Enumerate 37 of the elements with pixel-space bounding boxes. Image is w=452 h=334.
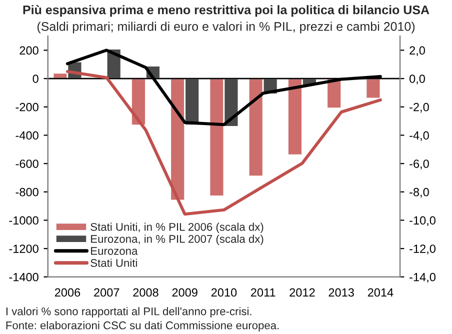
x-tick-label: 2006 <box>54 288 80 297</box>
legend-label: Eurozona, in % PIL 2007 (scala dx) <box>91 234 264 246</box>
y-tick-label: -400 <box>16 131 38 140</box>
y2-tick-label: -8,0 <box>410 188 429 198</box>
text: I valori % sono rapportati al PIL dell'anno pre-crisi. <box>6 307 252 318</box>
y2-tick-label: -2,0 <box>410 102 429 113</box>
x-tick-label: 2011 <box>250 288 276 297</box>
x-tick-label: 2014 <box>368 288 394 297</box>
y2-tick-label: -12,0 <box>410 244 436 254</box>
source-note: Fonte: elaborazioni CSC su dati Commissione europea. <box>6 321 279 332</box>
legend-label: Stati Uniti <box>90 258 137 267</box>
x-tick-label: 2009 <box>172 288 198 297</box>
y2-tick-label: -6,0 <box>410 160 429 170</box>
x-tick-label: 2012 <box>290 288 315 297</box>
bar <box>365 78 382 100</box>
y-tick-label: -1200 <box>9 244 38 253</box>
y-tick-label: -1400 <box>9 272 38 282</box>
y2-tick-label: -10,0 <box>410 216 436 226</box>
x-tick-label: 2007 <box>94 288 120 297</box>
legend-label: Eurozona <box>91 247 138 255</box>
y2-tick-label: 0,0 <box>410 74 425 84</box>
x-tick-label: 2013 <box>328 288 354 297</box>
y-tick-label: 200 <box>20 46 38 55</box>
y2-tick-label: 2,0 <box>410 46 425 56</box>
y2-tick-label: -4,0 <box>410 131 429 142</box>
line-series <box>66 70 382 216</box>
y-tick-label: -200 <box>16 102 38 112</box>
chart-subtitle: (Saldi primari; miliardi di euro e valori in % PIL, prezzi e cambi 2010) <box>37 22 415 34</box>
y2-tick-label: -14,0 <box>410 272 436 283</box>
y-tick-label: 0 <box>32 74 38 83</box>
chart-title: Più espansiva prima e meno restrittiva poi la politica di bilancio USA <box>23 5 430 17</box>
x-tick-label: 2008 <box>133 288 158 297</box>
y-tick-label: -800 <box>16 188 38 196</box>
y-tick-label: -600 <box>16 160 38 168</box>
legend-label: Stati Uniti, in % PIL 2006 (scala dx) <box>90 222 264 234</box>
x-tick-label: 2010 <box>211 288 237 297</box>
y-tick-label: -1000 <box>9 216 38 225</box>
